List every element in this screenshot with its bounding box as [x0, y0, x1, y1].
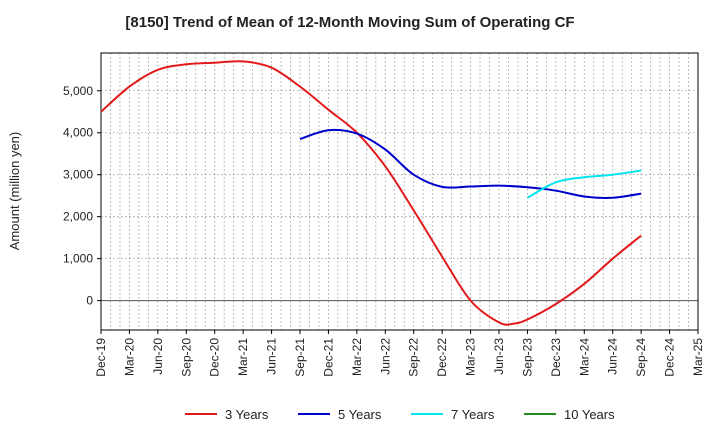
chart-title: [8150] Trend of Mean of 12-Month Moving … [125, 14, 574, 31]
series-line-5-years [299, 128, 642, 199]
x-tick-label: Jun-23 [492, 338, 506, 375]
x-tick-label: Mar-21 [236, 338, 250, 376]
x-tick-label: Sep-20 [179, 338, 193, 377]
x-tick-label: Sep-21 [293, 338, 307, 377]
x-tick-label: Jun-24 [606, 338, 620, 375]
x-tick-label: Dec-22 [435, 338, 449, 377]
plot-area [100, 52, 699, 331]
x-tick-label: Mar-20 [122, 338, 136, 376]
x-tick-label: Mar-23 [464, 338, 478, 376]
x-tick-label: Sep-22 [407, 338, 421, 377]
legend-label: 5 Years [338, 407, 382, 422]
x-tick-label: Dec-21 [321, 338, 335, 377]
grid [101, 53, 698, 330]
y-axis-label: Amount (million yen) [7, 132, 22, 251]
x-tick-label: Jun-20 [151, 338, 165, 375]
x-tick-label: Jun-22 [378, 338, 392, 375]
x-tick-label: Sep-24 [634, 338, 648, 377]
legend-label: 3 Years [225, 407, 269, 422]
legend-label: 10 Years [564, 407, 615, 422]
y-tick-label: 0 [86, 294, 93, 308]
x-tick-label: Mar-24 [577, 338, 591, 376]
legend: 3 Years 5 Years 7 Years 10 Years [185, 407, 615, 422]
x-tick-label: Dec-19 [94, 338, 108, 377]
y-tick-label: 4,000 [63, 126, 93, 140]
series-line-3-years [100, 60, 642, 326]
x-tick-label: Mar-25 [691, 338, 705, 376]
legend-label: 7 Years [451, 407, 495, 422]
y-tick-label: 1,000 [63, 252, 93, 266]
x-tick-label: Jun-21 [265, 338, 279, 375]
x-tick-label: Dec-20 [208, 338, 222, 377]
y-tick-label: 2,000 [63, 210, 93, 224]
x-tick-label: Sep-23 [520, 338, 534, 377]
y-tick-label: 3,000 [63, 168, 93, 182]
x-tick-label: Dec-23 [549, 338, 563, 377]
y-tick-label: 5,000 [63, 84, 93, 98]
x-tick-label: Dec-24 [663, 338, 677, 377]
y-axis-ticks: 0 1,000 2,000 3,000 4,000 5,000 [63, 84, 101, 308]
series-lines [100, 60, 642, 326]
x-axis-ticks: Dec-19 Mar-20 Jun-20 Sep-20 Dec-20 Mar-21 Jun-… [94, 330, 705, 377]
x-tick-label: Mar-22 [350, 338, 364, 376]
series-line-7-years [526, 169, 642, 199]
